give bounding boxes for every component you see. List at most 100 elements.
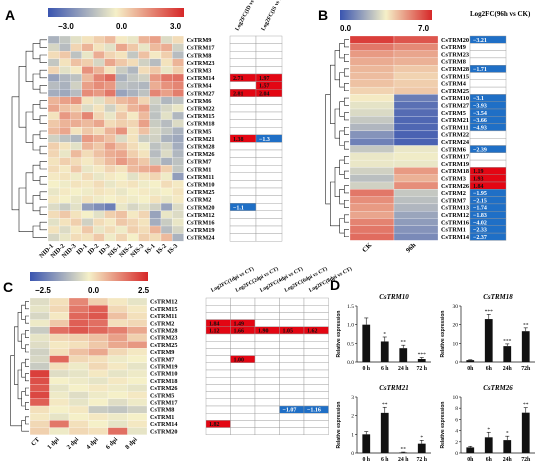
panel-a-dendrogram-branch [25,111,33,143]
panel-b-fc-value: −2.37 [473,235,487,241]
panel-b-row-label: CsTRM18 [441,168,469,175]
panel-c-cell [88,362,109,371]
panel-b-cell [393,43,439,51]
panel-a-cell [59,111,71,120]
bar-chart-significance: * [420,435,423,441]
panel-a-row-label: CsTRM12 [187,212,215,219]
panel-a-cell [81,149,94,158]
panel-c-cell [49,405,70,414]
panel-c-cell [88,391,109,399]
panel-a-cell [93,172,105,181]
panel-c-fc-cell [303,333,329,342]
bar-chart-bar [484,437,493,453]
panel-c-fc-cell [205,305,231,313]
panel-c-fc-cell [254,413,280,421]
panel-c-fc-cell [279,341,305,349]
panel-c-fc-value: 1.00 [234,357,245,363]
panel-b-dendrogram-branch [344,39,349,48]
bar-chart-xtick-label: 24h [503,457,513,463]
panel-c-cell [88,413,109,421]
panel-c-cell [49,420,70,428]
panel-c-fc-cell [279,297,305,306]
panel-c-dendrogram-branch [25,387,29,396]
panel-c-dendrogram-branch [25,315,29,324]
panel-a-fc-value: 1.57 [259,84,270,90]
panel-a-cell [126,119,139,128]
panel-a-cell [59,165,71,173]
panel-c-cell [107,362,128,371]
panel-a-cell [126,89,139,97]
bar-chart-title: CsTRM21 [379,384,409,392]
panel-b-fc-value: −1.74 [473,206,487,212]
panel-c-cell [107,305,128,313]
panel-c-row-label: CsTRM5 [150,392,174,399]
panel-c-cell [29,427,50,435]
panel-c-dendrogram-branch [25,344,29,353]
panel-c-row-label: CsTRM1 [150,414,174,421]
panel-c-row-label: CsTRM11 [150,313,177,320]
panel-b-cell [349,94,395,102]
panel-b-row-label: CsTRM10 [441,95,469,102]
panel-c-cell [49,391,70,399]
panel-c-fc-cell [205,427,231,436]
panel-c-cell [49,312,70,320]
panel-a-cell [115,218,128,227]
panel-c-dendrogram-branch [21,333,26,349]
panel-c-fc-cell [303,420,329,428]
panel-a-cell [47,233,60,242]
panel-c-row-label: CsTRM15 [150,306,178,313]
panel-a-cell [59,43,71,52]
panel-c-fc-value: −1.07 [283,408,297,414]
panel-a-cell [126,73,139,82]
panel-b-cell [349,57,395,66]
panel-b-cell [393,174,439,183]
panel-c-dendrogram-branch [25,402,29,410]
panel-c-cell [49,384,70,392]
bar-chart-ytick-label: 0.5 [347,341,354,347]
panel-a-cell [70,119,83,128]
panel-c-cell [127,398,148,407]
panel-b-row-label: CsTRM11 [441,124,469,131]
panel-a-cell [138,225,150,234]
panel-a-cell [126,210,139,219]
panel-a-cell [104,89,116,97]
panel-a-cell [81,165,94,173]
panel-c-row-label: CsTRM25 [150,342,178,349]
panel-a-cell [126,96,139,105]
panel-a-cell [104,58,116,67]
panel-b-fc-value: −4.93 [473,125,487,131]
panel-b-cell [349,174,395,183]
panel-c-dendrogram-branch [25,330,29,338]
bar-chart-ytick-label: 4 [455,429,458,435]
panel-a-cell [160,111,173,120]
panel-c-dendrogram-branch [25,416,29,425]
panel-b-dendrogram-branch [339,72,345,88]
panel-b-dendrogram-branch [344,229,349,238]
panel-b-cell [393,123,439,132]
panel-a-cell [70,73,83,82]
panel-b-cell [349,189,395,197]
panel-a-cell [81,203,94,211]
panel-c-cell [29,391,50,399]
panel-b-cell [393,196,439,205]
panel-c-fc-cell [279,377,305,385]
panel-a-cell [115,195,128,204]
panel-a-fc-cell [229,35,257,44]
panel-a-cell [81,142,94,151]
panel-b-cell [393,116,439,124]
panel-a-cell [115,58,128,67]
panel-a-cell [93,66,105,75]
panel-c-cell [127,384,148,392]
panel-c-fc-cell [205,398,231,407]
panel-b-fc-cell [469,152,507,161]
panel-c-fc-cell [279,355,305,364]
panel-a-row-label: CsTRM26 [187,151,215,158]
panel-a-cell [149,111,162,120]
panel-a-cell [104,233,116,242]
panel-c-fc-cell [205,297,231,306]
panel-a-cell [93,218,105,227]
bar-chart-ytick-label: 1.0 [347,323,354,329]
panel-a-cell [104,203,116,211]
panel-c-fc-table: 1.84 1.49 1.12 1.66 1.90 1.05 1.62 1.00 −1.07 −1.… [205,297,329,436]
panel-a-cell [104,165,116,173]
